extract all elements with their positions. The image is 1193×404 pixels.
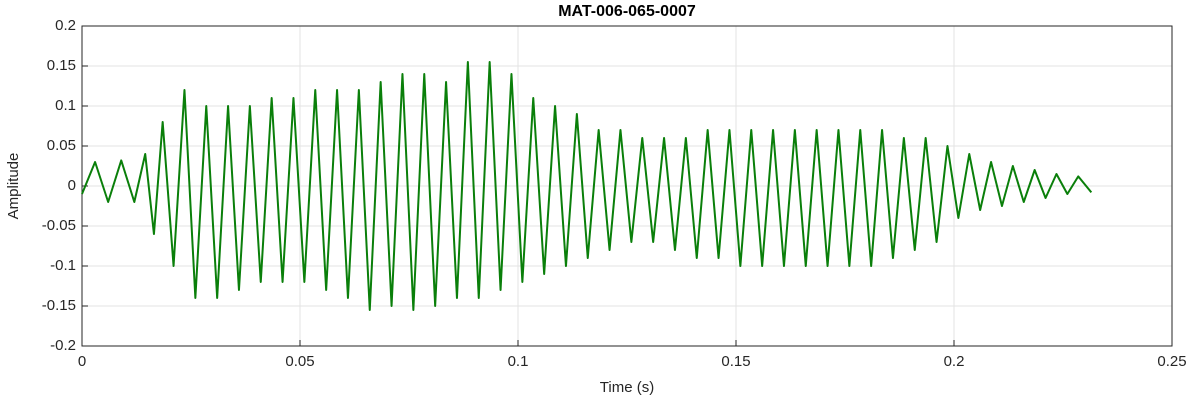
y-axis-label: Amplitude: [5, 153, 22, 220]
y-tick-label: 0.05: [47, 137, 76, 154]
y-tick-label: -0.2: [50, 337, 76, 354]
x-tick-label: 0.05: [285, 353, 314, 370]
x-tick-label: 0.15: [721, 353, 750, 370]
chart-title: MAT-006-065-0007: [558, 3, 696, 20]
plot-frame: [81, 25, 1173, 347]
y-tick-label: 0.2: [55, 17, 76, 34]
y-tick-label: -0.1: [50, 257, 76, 274]
y-tick-label: 0: [68, 177, 76, 194]
x-tick-label: 0.25: [1157, 353, 1186, 370]
x-axis-label: Time (s): [600, 379, 654, 396]
y-tick-label: -0.15: [42, 297, 76, 314]
x-tick-label: 0.1: [508, 353, 529, 370]
y-tick-label: -0.05: [42, 217, 76, 234]
y-tick-label: 0.1: [55, 97, 76, 114]
y-tick-label: 0.15: [47, 57, 76, 74]
data-line: [81, 61, 1093, 311]
x-tick-label: 0.2: [944, 353, 965, 370]
x-tick-label: 0: [78, 353, 86, 370]
